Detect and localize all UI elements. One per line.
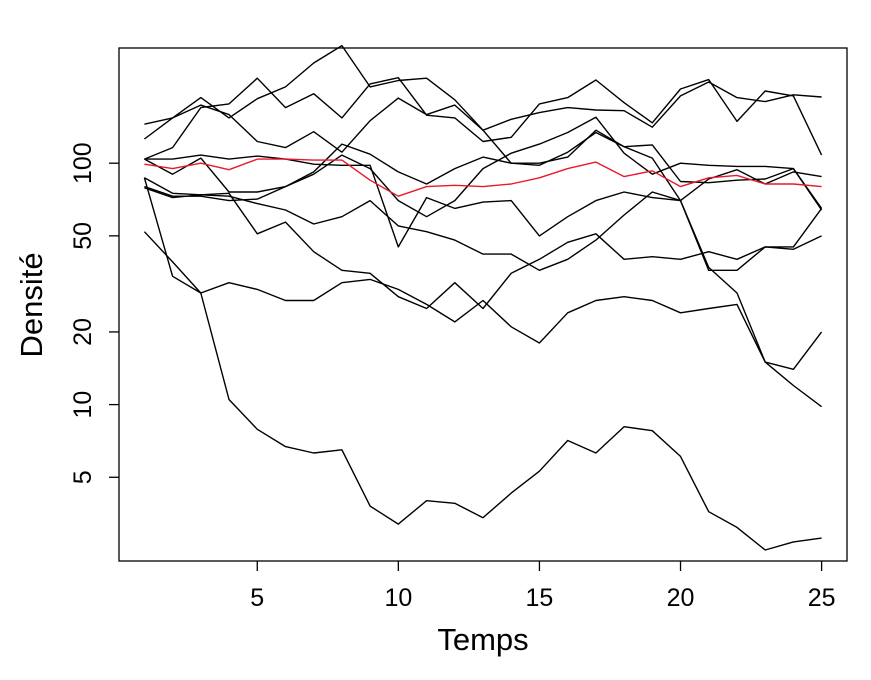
series-line-5 <box>144 116 823 218</box>
mean-series-line <box>144 158 822 197</box>
series-line-4 <box>143 81 822 153</box>
x-axis: 5 10 15 20 25 <box>250 561 836 612</box>
x-tick-label: 10 <box>384 584 412 612</box>
series-line-6 <box>144 187 822 310</box>
y-tick-label: 10 <box>69 391 97 419</box>
y-tick-label: 20 <box>69 318 97 346</box>
plot-frame <box>118 47 848 562</box>
x-axis-title: Temps <box>437 622 528 657</box>
series-lines <box>143 44 823 551</box>
x-tick-label: 15 <box>526 584 554 612</box>
x-tick-label: 25 <box>808 584 836 612</box>
series-line-9 <box>144 177 823 370</box>
y-tick-label: 50 <box>69 222 97 250</box>
series-line-3 <box>144 76 823 160</box>
series-line-10 <box>144 154 823 271</box>
y-axis: 5 10 20 50 100 <box>69 142 119 484</box>
x-tick-label: 20 <box>667 584 695 612</box>
y-axis-title: Densité <box>14 252 49 357</box>
y-tick-label: 5 <box>69 470 97 484</box>
y-tick-label: 100 <box>69 142 97 184</box>
series-line-8 <box>143 177 823 408</box>
x-tick-label: 5 <box>250 584 264 612</box>
series-line-1 <box>144 44 823 209</box>
series-line-7 <box>143 231 822 551</box>
series-line-2 <box>144 129 822 202</box>
